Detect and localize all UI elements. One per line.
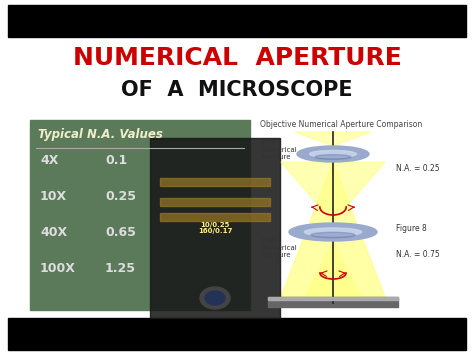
Bar [8, 318, 466, 350]
Ellipse shape [297, 146, 369, 162]
Text: 40X: 40X [40, 226, 67, 239]
Polygon shape [305, 242, 361, 297]
Text: 100X: 100X [40, 262, 76, 275]
Text: Figure 8: Figure 8 [396, 224, 427, 233]
Polygon shape [295, 132, 371, 146]
Ellipse shape [289, 223, 377, 241]
Text: 0.65: 0.65 [105, 226, 136, 239]
Text: 10/0.25
160/0.17: 10/0.25 160/0.17 [198, 221, 232, 235]
Text: N.A. = 0.75: N.A. = 0.75 [396, 250, 440, 259]
Text: Objective Numerical Aperture Comparison: Objective Numerical Aperture Comparison [260, 120, 422, 129]
Polygon shape [281, 162, 385, 297]
Bar [268, 297, 398, 300]
Text: NUMERICAL  APERTURE: NUMERICAL APERTURE [73, 46, 401, 70]
Text: 0.1: 0.1 [105, 154, 127, 167]
Bar [8, 5, 466, 37]
Bar [268, 297, 398, 307]
Bar [30, 120, 250, 310]
Ellipse shape [304, 228, 362, 236]
Text: N.A. = 0.25: N.A. = 0.25 [396, 164, 439, 173]
Ellipse shape [311, 232, 355, 238]
Bar [150, 138, 280, 318]
Text: Typical N.A. Values: Typical N.A. Values [38, 128, 163, 141]
Ellipse shape [310, 150, 356, 157]
Text: OF  A  MICROSCOPE: OF A MICROSCOPE [121, 80, 353, 100]
Polygon shape [281, 162, 385, 222]
Text: Low
Numerical
Aperture: Low Numerical Aperture [261, 140, 297, 161]
Bar [160, 178, 270, 186]
Bar [160, 198, 270, 206]
Text: 10X: 10X [40, 190, 67, 203]
Bar [160, 213, 270, 221]
Ellipse shape [205, 291, 225, 305]
Ellipse shape [315, 155, 351, 159]
Text: 1.25: 1.25 [105, 262, 136, 275]
Ellipse shape [200, 287, 230, 309]
Text: 4X: 4X [40, 154, 58, 167]
Text: High
Numerical
Aperture: High Numerical Aperture [261, 237, 297, 258]
Text: 0.25: 0.25 [105, 190, 136, 203]
